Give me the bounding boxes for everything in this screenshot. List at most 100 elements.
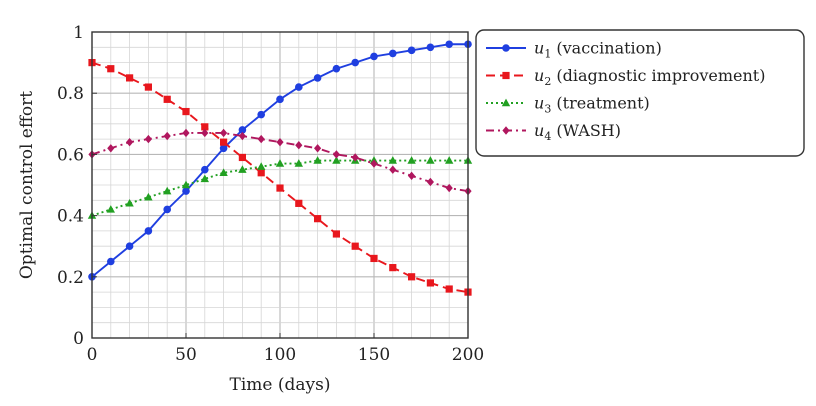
data-point-u1 — [295, 83, 303, 91]
data-point-u1 — [257, 110, 266, 119]
legend-entry-u2: u2 (diagnostic improvement) — [486, 66, 765, 88]
series-u2 — [88, 59, 472, 296]
data-point-u1 — [445, 40, 454, 49]
y-tick-label: 0.4 — [57, 207, 84, 227]
x-tick-label: 150 — [358, 345, 390, 365]
data-point-u3 — [125, 198, 134, 207]
legend-label-u2: u2 (diagnostic improvement) — [534, 66, 765, 88]
ticks: 0 50 100 150 200 0 0.2 0.4 0.6 0.8 1 — [57, 23, 484, 365]
data-point-u3 — [426, 156, 435, 164]
data-point-u3 — [200, 174, 209, 183]
data-point-u4 — [351, 153, 359, 162]
y-tick-label: 0.8 — [57, 84, 84, 104]
data-point-u2 — [126, 74, 134, 82]
legend-label-u3: u3 (treatment) — [534, 94, 650, 116]
data-point-u4 — [314, 144, 322, 153]
data-point-u4 — [426, 177, 434, 187]
x-tick-label: 0 — [87, 345, 98, 365]
data-point-u4 — [201, 128, 209, 138]
legend-label-u1: u1 (vaccination) — [534, 39, 662, 61]
data-point-u2 — [426, 279, 434, 287]
data-point-u3 — [106, 205, 115, 213]
data-point-u3 — [144, 192, 153, 201]
y-axis-title: Optimal control effort — [17, 91, 37, 279]
data-point-u2 — [144, 83, 152, 91]
data-point-u3 — [219, 168, 228, 176]
data-point-u2 — [351, 242, 359, 250]
y-tick-label: 0.6 — [57, 145, 84, 165]
data-point-u2 — [201, 123, 209, 131]
data-point-u2 — [220, 138, 228, 146]
data-point-u1 — [407, 46, 416, 55]
data-point-u2 — [163, 95, 171, 103]
data-point-u3 — [181, 180, 191, 189]
data-point-u2 — [314, 215, 322, 223]
series-u4 — [88, 128, 472, 196]
data-point-u4 — [370, 159, 378, 168]
data-point-u3 — [332, 156, 341, 164]
x-tick-label: 50 — [175, 345, 197, 365]
series-u3 — [87, 156, 473, 219]
data-point-u2 — [445, 285, 453, 293]
y-tick-label: 0 — [73, 329, 84, 349]
data-point-u4 — [257, 134, 265, 144]
data-point-u1 — [238, 126, 247, 134]
data-point-u1 — [219, 144, 228, 153]
data-point-u1 — [182, 187, 190, 195]
data-point-u3 — [294, 159, 303, 167]
data-point-u2 — [370, 254, 378, 263]
data-point-u1 — [276, 95, 284, 104]
data-point-u1 — [125, 242, 134, 250]
data-point-u2 — [276, 184, 284, 192]
series-u1 — [88, 40, 472, 281]
data-point-u3 — [445, 156, 454, 164]
data-point-u4 — [182, 128, 190, 138]
data-point-u4 — [220, 128, 228, 138]
data-point-u1 — [163, 205, 171, 214]
legend-marker-u2 — [502, 71, 510, 80]
data-point-u2 — [295, 199, 303, 207]
data-point-u4 — [144, 134, 152, 144]
data-point-u2 — [107, 65, 115, 73]
data-point-u1 — [370, 52, 378, 61]
data-point-u3 — [275, 159, 285, 167]
data-point-u4 — [295, 141, 303, 150]
legend-label-u4: u4 (WASH) — [534, 121, 621, 143]
legend-entry-u4: u4 (WASH) — [486, 121, 621, 143]
data-point-u2 — [332, 230, 340, 238]
data-point-u3 — [257, 162, 266, 170]
data-point-u1 — [332, 64, 341, 73]
x-tick-label: 200 — [452, 345, 484, 365]
data-point-u3 — [313, 156, 322, 164]
data-point-u4 — [276, 137, 284, 147]
data-point-u4 — [389, 165, 397, 174]
data-point-u4 — [107, 144, 115, 153]
data-point-u1 — [389, 49, 397, 58]
data-point-u3 — [407, 156, 416, 164]
data-point-u4 — [126, 137, 134, 147]
data-point-u2 — [408, 273, 416, 281]
legend-marker-u4 — [502, 126, 510, 135]
data-point-u4 — [408, 171, 416, 181]
data-point-u4 — [238, 131, 246, 141]
data-point-u4 — [445, 183, 453, 193]
x-axis-title: Time (days) — [230, 375, 331, 395]
data-point-u1 — [144, 227, 153, 235]
series-layer — [87, 40, 473, 296]
legend-marker-u1 — [502, 44, 510, 52]
legend-box — [475, 29, 805, 157]
data-point-u3 — [388, 156, 397, 164]
data-point-u3 — [238, 165, 247, 173]
data-point-u1 — [107, 257, 115, 266]
data-point-u2 — [238, 153, 246, 162]
data-point-u1 — [426, 43, 435, 52]
data-point-u2 — [389, 264, 397, 272]
data-point-u2 — [257, 169, 265, 177]
data-point-u2 — [182, 107, 190, 116]
legend-marker-u3 — [501, 98, 511, 107]
y-tick-label: 0.2 — [57, 268, 84, 288]
data-point-u3 — [163, 186, 172, 195]
data-point-u4 — [163, 131, 171, 141]
